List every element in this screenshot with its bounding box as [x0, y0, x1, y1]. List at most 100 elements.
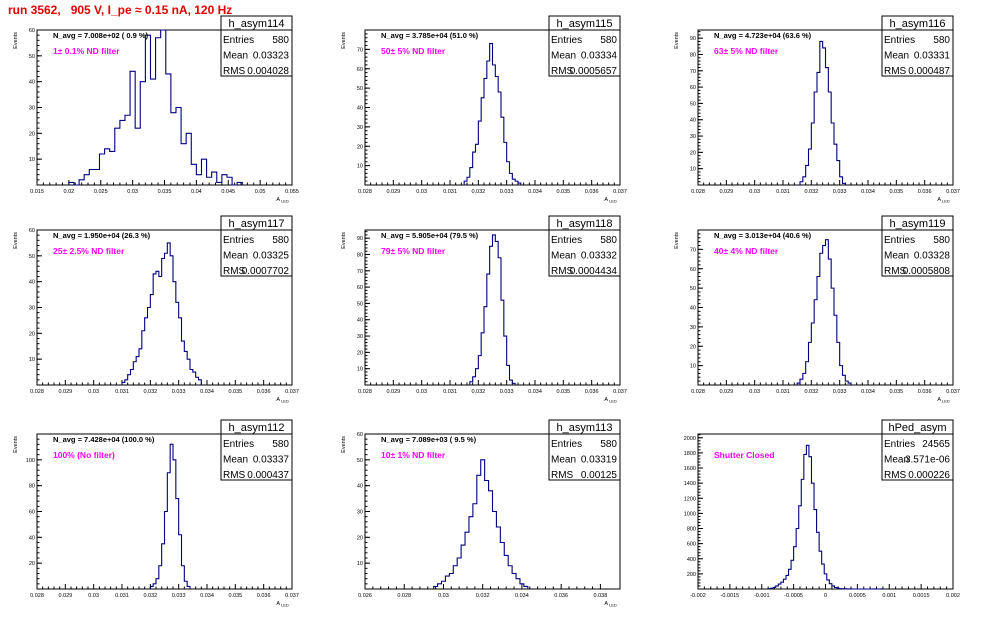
- y-tick-label: 90: [690, 36, 696, 42]
- histogram-panel-h_asym115: 0.028 0.029 0.03 0.031 0.032 0.033 0.034 0.035 0…: [341, 15, 627, 204]
- stats-box-frame: [220, 215, 293, 277]
- x-axis-label-subscript: LED: [942, 199, 950, 204]
- y-tick-label: 20: [29, 561, 35, 567]
- histogram-line: [799, 40, 846, 185]
- y-tick-label: 1400: [684, 481, 696, 487]
- x-tick-label: 0.033: [833, 389, 847, 395]
- y-tick-label: 40: [357, 106, 363, 112]
- stats-value-rms: 0.000226: [908, 470, 950, 481]
- histogram-line: [121, 242, 202, 385]
- y-tick-label: 90: [357, 236, 363, 242]
- x-tick-label: 0.028: [358, 389, 372, 395]
- stats-key-mean: Mean: [884, 51, 909, 62]
- x-tick-label: 0.028: [691, 189, 705, 195]
- y-axis-label: Events: [13, 32, 19, 49]
- stats-key-mean: Mean: [551, 251, 576, 262]
- x-axis-label: A: [276, 397, 280, 403]
- stats-box-title: h_asym112: [228, 422, 284, 434]
- x-axis-label-subscript: LED: [609, 603, 617, 608]
- x-tick-label: 0.02: [64, 189, 75, 195]
- y-tick-label: 30: [357, 510, 363, 516]
- y-tick-label: 40: [357, 484, 363, 490]
- histogram-line: [68, 29, 243, 186]
- x-tick-label: 0.03: [416, 189, 427, 195]
- stats-value-entries: 580: [272, 439, 289, 450]
- stats-value-rms: 0.000437: [247, 470, 289, 481]
- histogram-panel-h_asym119: 0.028 0.029 0.03 0.031 0.032 0.033 0.034 0.035 0…: [674, 215, 960, 404]
- stats-key-rms: RMS: [551, 66, 574, 77]
- x-tick-label: 0.045: [221, 189, 235, 195]
- y-tick-label: 70: [357, 269, 363, 275]
- x-tick-label: 0.03: [749, 389, 760, 395]
- stats-key-rms: RMS: [551, 470, 574, 481]
- y-tick-label: 60: [357, 432, 363, 438]
- y-tick-label: 60: [690, 85, 696, 91]
- x-tick-label: 0.05: [255, 189, 266, 195]
- y-tick-label: 60: [29, 228, 35, 234]
- stats-key-mean: Mean: [551, 455, 576, 466]
- x-tick-label: 0.037: [285, 389, 299, 395]
- y-tick-label: 20: [690, 150, 696, 156]
- x-tick-label: 0.03: [88, 389, 99, 395]
- stats-box: h_asym119 Entries 580 Mean 0.03328 RMS0.00058…: [881, 215, 954, 277]
- y-axis-label: Events: [13, 436, 19, 453]
- y-axis-label: Events: [674, 32, 680, 49]
- x-tick-label: -0.002: [690, 593, 706, 599]
- x-tick-label: 0.031: [776, 189, 790, 195]
- histogram-line: [463, 43, 522, 185]
- x-axis-label-subscript: LED: [942, 399, 950, 404]
- stats-key-mean: Mean: [223, 455, 248, 466]
- filter-label: 100% (No filter): [53, 450, 115, 460]
- stats-value-rms: 0.0005808: [903, 266, 951, 277]
- stats-value-rms: 0.004028: [247, 66, 289, 77]
- histogram-panel-h_asym116: 0.028 0.029 0.03 0.031 0.032 0.033 0.034 0.035 0…: [674, 15, 960, 204]
- y-tick-label: 50: [357, 301, 363, 307]
- y-tick-label: 1800: [684, 451, 696, 457]
- x-tick-label: 0.03: [416, 389, 427, 395]
- stats-value-rms: 0.0007702: [242, 266, 290, 277]
- stats-key-rms: RMS: [884, 266, 907, 277]
- y-tick-label: 40: [357, 318, 363, 324]
- navg-label: N_avg = 3.013e+04 (40.6 %): [714, 231, 812, 240]
- y-tick-label: 60: [29, 28, 35, 34]
- x-tick-label: 0.034: [861, 389, 875, 395]
- filter-label: 63± 5% ND filter: [714, 46, 779, 56]
- stats-value-rms: 0.000487: [908, 66, 950, 77]
- filter-label: 25± 2.5% ND filter: [53, 246, 125, 256]
- y-tick-label: 2000: [684, 436, 696, 442]
- stats-key-entries: Entries: [551, 35, 582, 46]
- x-tick-label: 0.028: [691, 389, 705, 395]
- x-axis-label-subscript: LED: [609, 399, 617, 404]
- navg-label: N_avg = 3.785e+04 (51.0 %): [381, 31, 479, 40]
- y-tick-label: 40: [29, 535, 35, 541]
- y-tick-label: 80: [690, 52, 696, 58]
- stats-value-entries: 580: [600, 235, 617, 246]
- x-tick-label: 0.029: [719, 389, 733, 395]
- y-tick-label: 600: [687, 542, 696, 548]
- histogram-panel-h_asym112: 0.028 0.029 0.03 0.031 0.032 0.033 0.034 0.035 0…: [13, 419, 299, 608]
- stats-box-title: h_asym113: [556, 422, 612, 434]
- stats-key-entries: Entries: [223, 439, 254, 450]
- y-tick-label: 400: [687, 557, 696, 563]
- x-axis-label: A: [604, 601, 608, 607]
- x-tick-label: 0.035: [556, 389, 570, 395]
- y-tick-label: 30: [690, 134, 696, 140]
- x-tick-label: 0.036: [554, 593, 568, 599]
- y-tick-label: 60: [690, 267, 696, 273]
- x-axis-label: A: [937, 397, 941, 403]
- stats-box: h_asym116 Entries 580 Mean 0.03331 RMS 0.00048…: [881, 15, 954, 77]
- histogram-line: [433, 459, 529, 589]
- x-tick-label: 0.029: [386, 389, 400, 395]
- stats-value-entries: 580: [272, 235, 289, 246]
- x-axis-label: A: [604, 197, 608, 203]
- stats-box-frame: [548, 215, 621, 277]
- y-tick-label: 80: [357, 252, 363, 258]
- y-tick-label: 70: [357, 47, 363, 53]
- x-tick-label: 0.015: [30, 189, 44, 195]
- y-tick-label: 20: [357, 350, 363, 356]
- y-axis-label: Events: [341, 32, 347, 49]
- y-tick-label: 200: [687, 572, 696, 578]
- navg-label: N_avg = 7.089e+03 ( 9.5 %): [381, 435, 477, 444]
